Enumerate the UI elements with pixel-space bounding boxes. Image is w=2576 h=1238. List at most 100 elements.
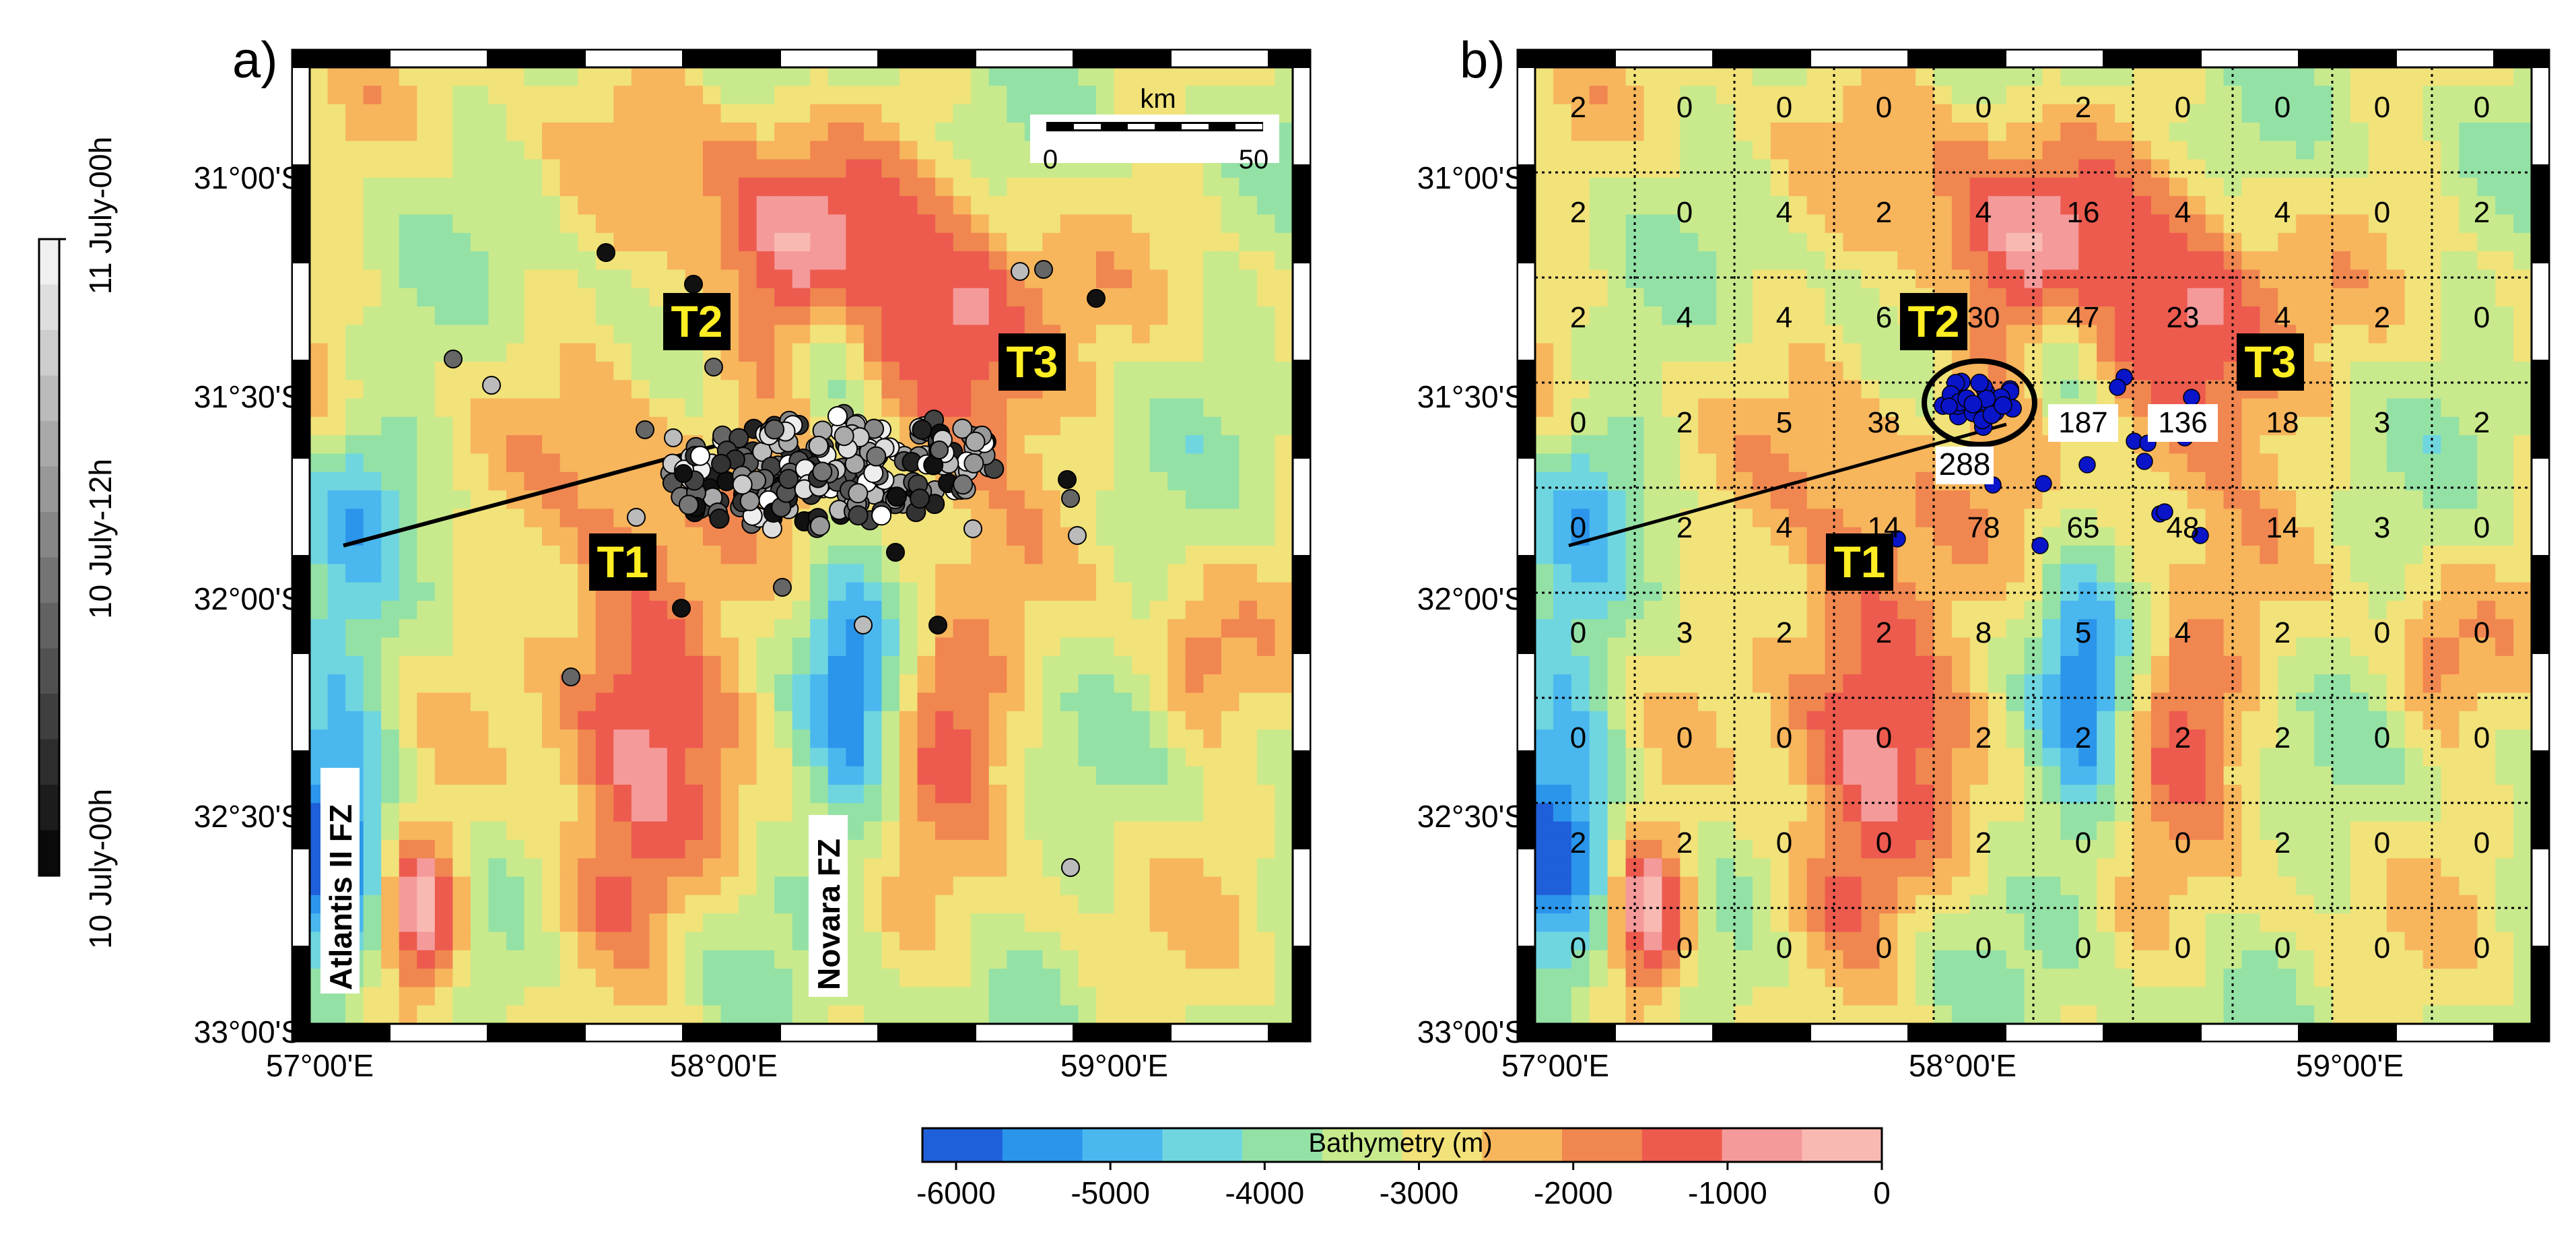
bathy-cell	[988, 987, 1008, 1006]
bathy-cell	[417, 67, 436, 87]
bathy-cell	[631, 729, 650, 749]
bathy-cell	[399, 913, 418, 933]
bathy-cell	[310, 453, 329, 473]
bathy-cell	[810, 380, 829, 399]
bathy-cell	[1788, 546, 1808, 565]
bathy-cell	[2386, 471, 2406, 491]
bathy-cell	[739, 1005, 757, 1024]
bathy-cell	[1060, 729, 1079, 749]
bathy-cell	[542, 821, 561, 841]
bathy-cell	[2278, 141, 2297, 160]
bathy-cell	[560, 435, 578, 455]
bathy-cell	[863, 325, 883, 344]
bathy-cell	[935, 306, 954, 326]
bathy-cell	[631, 471, 650, 491]
bathy-cell	[310, 1005, 329, 1024]
bathy-cell	[1132, 839, 1151, 859]
bathy-cell	[953, 343, 972, 362]
bathy-cell	[1607, 509, 1627, 528]
bathy-cell	[452, 858, 471, 878]
bathy-cell	[2205, 380, 2225, 399]
event-dot	[562, 667, 580, 686]
bathy-cell	[720, 729, 739, 749]
bathy-cell	[935, 932, 954, 951]
bathy-cell	[1096, 839, 1115, 859]
bathy-cell	[631, 361, 650, 381]
bathy-cell	[363, 876, 382, 896]
bathy-cell	[667, 803, 686, 822]
bathy-cell	[524, 1005, 543, 1024]
bathy-cell	[1042, 509, 1061, 528]
bathy-cell	[1752, 582, 1771, 601]
label-atlantis-fz: Atlantis II FZ	[320, 768, 360, 993]
bathy-cell	[542, 600, 561, 620]
bathy-cell	[1149, 913, 1168, 933]
bathy-cell	[1149, 380, 1168, 399]
bathy-cell	[1203, 748, 1222, 767]
bathy-cell	[363, 692, 382, 712]
bathy-cell	[1078, 251, 1097, 271]
bathy-cell	[381, 876, 400, 896]
bathy-cell	[470, 987, 489, 1006]
bathy-cell	[2513, 269, 2532, 289]
bathy-cell	[1662, 214, 1681, 234]
bathy-cell	[1132, 582, 1151, 601]
bathy-cell	[2006, 177, 2025, 197]
bathy-cell	[667, 950, 686, 969]
bathy-cell	[1662, 325, 1681, 344]
bathy-cell	[917, 785, 936, 804]
bathy-cell	[417, 196, 436, 216]
bathy-cell	[1024, 987, 1044, 1006]
bathy-cell	[2404, 141, 2424, 160]
bathy-cell	[1078, 785, 1097, 804]
bathy-cell	[1007, 600, 1025, 620]
bathy-cell	[524, 987, 543, 1006]
event-dot	[597, 243, 615, 262]
bathy-cell	[1024, 564, 1044, 583]
bathy-cell	[1698, 159, 1717, 178]
bathy-cell	[452, 232, 471, 252]
bathy-cell	[2386, 527, 2406, 546]
bathy-cell	[917, 821, 936, 841]
bathy-cell	[381, 655, 400, 675]
frame-segment	[584, 1023, 683, 1042]
bathy-cell	[1662, 196, 1681, 216]
bathy-cell	[1221, 582, 1240, 601]
bathy-cell	[1734, 453, 1753, 473]
bathy-cell	[1007, 803, 1025, 822]
bathy-cell	[1239, 766, 1258, 785]
bathy-cell	[1132, 913, 1151, 933]
bathy-cell	[560, 104, 578, 123]
bathy-cell	[2060, 196, 2080, 216]
bathy-cell	[452, 269, 471, 289]
bathy-cell	[613, 619, 632, 639]
bathy-cell	[2169, 600, 2188, 620]
bathy-cell	[595, 490, 615, 510]
bathy-cell	[720, 141, 739, 160]
bathy-cell	[2241, 416, 2261, 436]
bathy-cell	[399, 122, 418, 142]
bathy-cell	[1275, 361, 1293, 381]
bathy-cell	[1698, 398, 1717, 418]
bathy-cell	[452, 453, 471, 473]
bathy-cell	[1078, 214, 1097, 234]
bathy-cell	[1553, 509, 1572, 528]
bathy-cell	[1643, 361, 1663, 381]
bathy-cell	[649, 86, 668, 105]
bathy-cell	[2278, 416, 2297, 436]
bathy-cell	[2133, 564, 2152, 583]
frame-segment	[682, 49, 781, 68]
bathy-cell	[1185, 177, 1205, 197]
bathy-cell	[1114, 637, 1132, 657]
bathy-cell	[2459, 600, 2478, 620]
bathy-cell	[595, 122, 615, 142]
bathy-cell	[381, 288, 400, 307]
bathy-cell	[2205, 159, 2225, 178]
bathy-cell	[685, 214, 704, 234]
bathy-cell	[1256, 509, 1276, 528]
event-dot	[886, 486, 907, 507]
bathy-cell	[1256, 177, 1276, 197]
bathy-cell	[1203, 546, 1222, 565]
bathy-cell	[971, 729, 990, 749]
bathy-cell	[1042, 416, 1061, 436]
